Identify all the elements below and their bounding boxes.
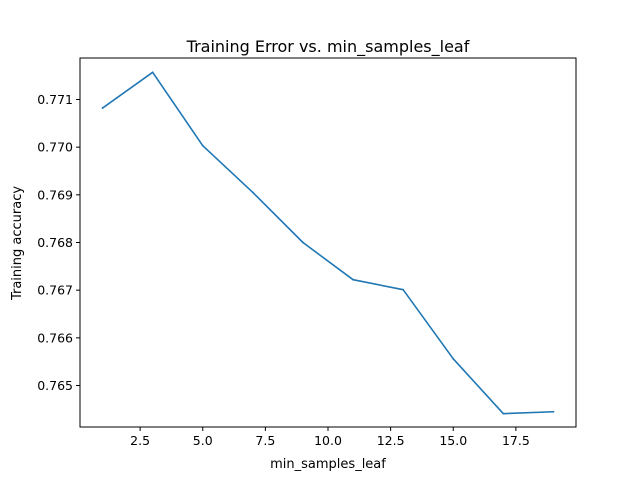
x-tick-label: 12.5 <box>377 433 405 448</box>
data-point <box>552 410 555 413</box>
y-tick-label: 0.768 <box>37 235 73 250</box>
series-line <box>101 71 555 415</box>
data-point <box>302 241 304 244</box>
x-tick-label: 2.5 <box>130 433 150 448</box>
data-point <box>352 278 354 281</box>
y-axis: 0.765 0.766 0.767 0.768 0.769 0.770 0.771 <box>37 92 80 393</box>
chart-title: Training Error vs. min_samples_leaf <box>186 37 470 57</box>
y-tick-label: 0.766 <box>37 330 73 345</box>
data-point <box>101 107 104 109</box>
x-tick-label: 17.5 <box>502 433 530 448</box>
data-point <box>251 191 254 194</box>
series-layer <box>101 71 555 415</box>
x-axis: 2.5 5.0 7.5 10.0 12.5 15.0 17.5 <box>130 427 530 448</box>
x-tick-label: 10.0 <box>314 433 342 448</box>
data-point <box>502 412 505 415</box>
y-tick-label: 0.767 <box>37 283 73 298</box>
data-point <box>201 144 204 147</box>
x-tick-label: 5.0 <box>193 433 213 448</box>
y-tick-label: 0.765 <box>37 378 73 393</box>
x-axis-label: min_samples_leaf <box>270 457 386 472</box>
data-point <box>452 357 455 360</box>
y-axis-label: Training accuracy <box>10 186 25 301</box>
data-point <box>151 71 154 74</box>
y-tick-label: 0.770 <box>37 140 73 155</box>
data-point <box>402 288 405 291</box>
plot-frame <box>79 57 577 428</box>
x-tick-label: 15.0 <box>439 433 467 448</box>
x-tick-label: 7.5 <box>255 433 275 448</box>
y-tick-label: 0.769 <box>37 187 73 202</box>
y-tick-label: 0.771 <box>37 92 73 107</box>
